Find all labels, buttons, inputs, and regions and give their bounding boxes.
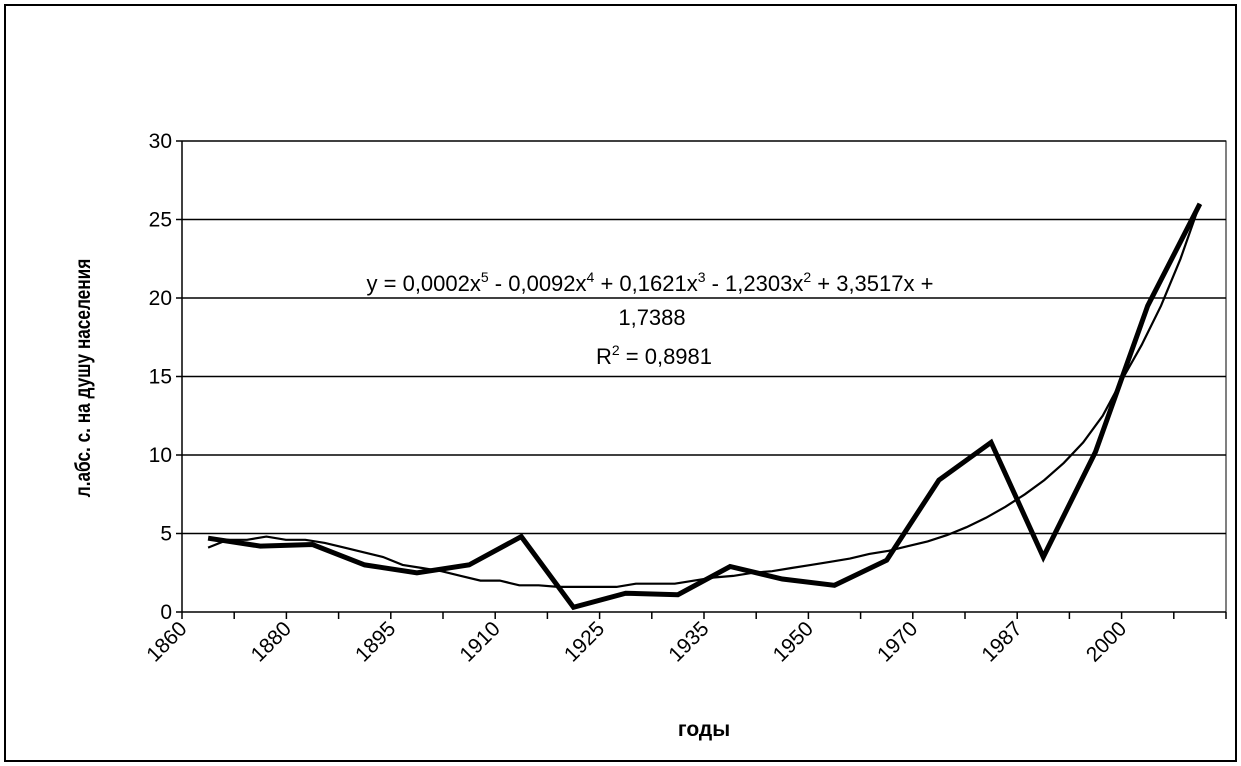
series-line-data bbox=[207, 202, 1203, 611]
y-tick-label: 20 bbox=[149, 287, 172, 310]
trendline-equation: y = 0,0002x5 - 0,0092x4 + 0,1621x3 - 1,2… bbox=[367, 269, 934, 296]
trendline-equation-constant: 1,7388 bbox=[618, 305, 685, 330]
x-axis-title: годы bbox=[678, 718, 730, 741]
grid bbox=[182, 140, 1226, 535]
y-tick-label: 30 bbox=[149, 130, 172, 153]
y-axis-ticks: 0 5 10 15 20 25 30 bbox=[149, 130, 172, 624]
y-tick-label: 15 bbox=[149, 366, 172, 389]
y-tick-label: 10 bbox=[149, 444, 172, 467]
axes bbox=[176, 140, 1227, 619]
series-group bbox=[207, 202, 1203, 611]
y-tick-label: 0 bbox=[160, 601, 172, 624]
y-axis-title: л.абс. с. на душу населения bbox=[73, 259, 96, 497]
r-squared: R2 = 0,8981 bbox=[596, 342, 712, 369]
y-tick-label: 5 bbox=[160, 523, 172, 546]
y-tick-label: 25 bbox=[149, 209, 172, 232]
